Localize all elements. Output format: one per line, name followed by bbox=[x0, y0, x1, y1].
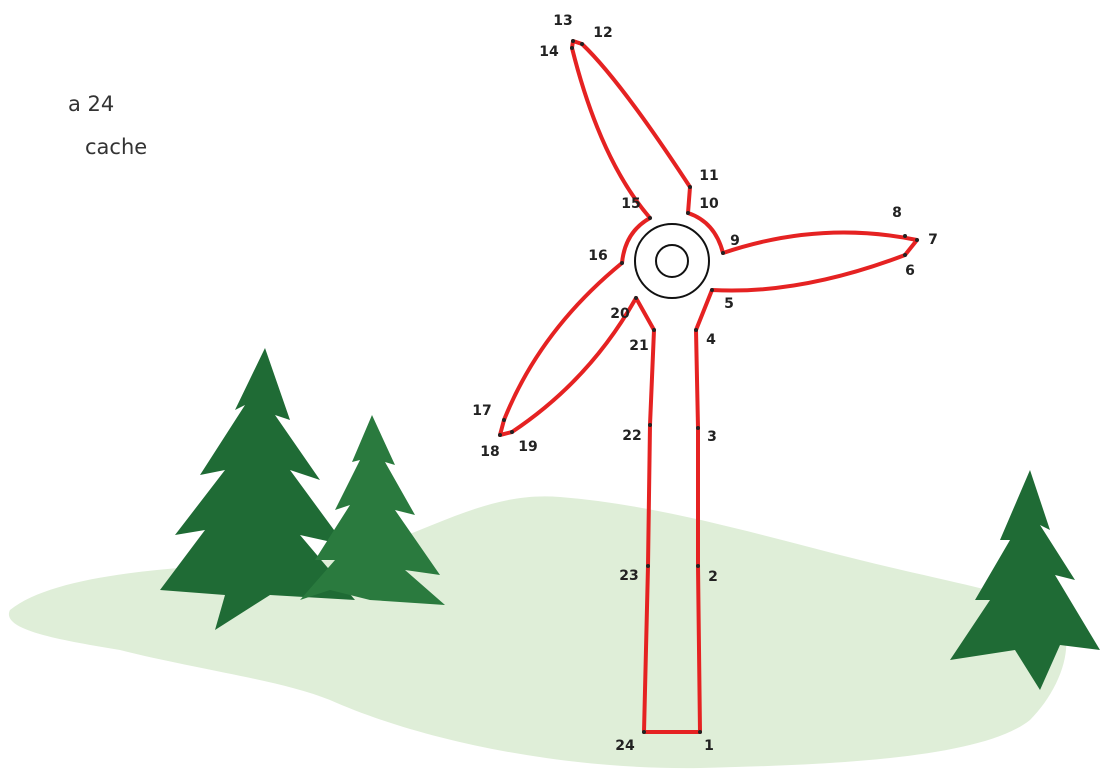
dot-label: 24 bbox=[615, 738, 635, 754]
dot-label: 17 bbox=[472, 403, 491, 419]
dot-label: 20 bbox=[610, 306, 630, 322]
dot bbox=[648, 216, 652, 220]
dot bbox=[502, 418, 506, 422]
dot bbox=[698, 730, 702, 734]
dot bbox=[696, 426, 700, 430]
dot-label: 12 bbox=[593, 25, 612, 41]
dot bbox=[710, 288, 714, 292]
hill bbox=[9, 496, 1066, 768]
dot-label: 9 bbox=[730, 233, 740, 249]
dot bbox=[571, 39, 575, 43]
dot-label: 15 bbox=[621, 196, 640, 212]
dot-label: 22 bbox=[622, 428, 641, 444]
game-board: a 24 cache 12345678910111213141516171819… bbox=[0, 0, 1118, 771]
dot-label: 7 bbox=[928, 232, 938, 248]
dot bbox=[620, 261, 624, 265]
dot-label: 14 bbox=[539, 44, 559, 60]
instruction: a 24 bbox=[68, 92, 114, 116]
dot-label: 13 bbox=[553, 13, 572, 29]
dot bbox=[915, 238, 919, 242]
dot bbox=[686, 211, 690, 215]
dot-label: 10 bbox=[699, 196, 719, 212]
dot bbox=[688, 185, 692, 189]
dot bbox=[634, 296, 638, 300]
dot-label: 18 bbox=[480, 444, 499, 460]
instruction: cache bbox=[85, 135, 147, 159]
dot bbox=[696, 564, 700, 568]
dot bbox=[721, 251, 725, 255]
dot bbox=[646, 564, 650, 568]
dot bbox=[580, 42, 584, 46]
dot bbox=[648, 423, 652, 427]
dot bbox=[510, 430, 514, 434]
dot-label: 3 bbox=[707, 429, 717, 445]
dot bbox=[903, 253, 907, 257]
dot-label: 11 bbox=[699, 168, 718, 184]
hub bbox=[635, 224, 709, 298]
dot-label: 16 bbox=[588, 248, 607, 264]
dot-label: 2 bbox=[708, 569, 718, 585]
dot-label: 1 bbox=[704, 738, 714, 754]
dot-label: 19 bbox=[518, 439, 537, 455]
dot bbox=[903, 234, 907, 238]
dot-label: 21 bbox=[629, 338, 648, 354]
dot-label: 23 bbox=[619, 568, 638, 584]
dot bbox=[652, 328, 656, 332]
dot-label: 4 bbox=[706, 332, 716, 348]
dot-label: 5 bbox=[724, 296, 734, 312]
dot-label: 6 bbox=[905, 263, 915, 279]
dot-label: 8 bbox=[892, 205, 902, 221]
dot bbox=[694, 328, 698, 332]
dot bbox=[498, 433, 502, 437]
dot bbox=[570, 46, 574, 50]
dot bbox=[642, 730, 646, 734]
page: a 24 cache 12345678910111213141516171819… bbox=[0, 0, 1118, 771]
